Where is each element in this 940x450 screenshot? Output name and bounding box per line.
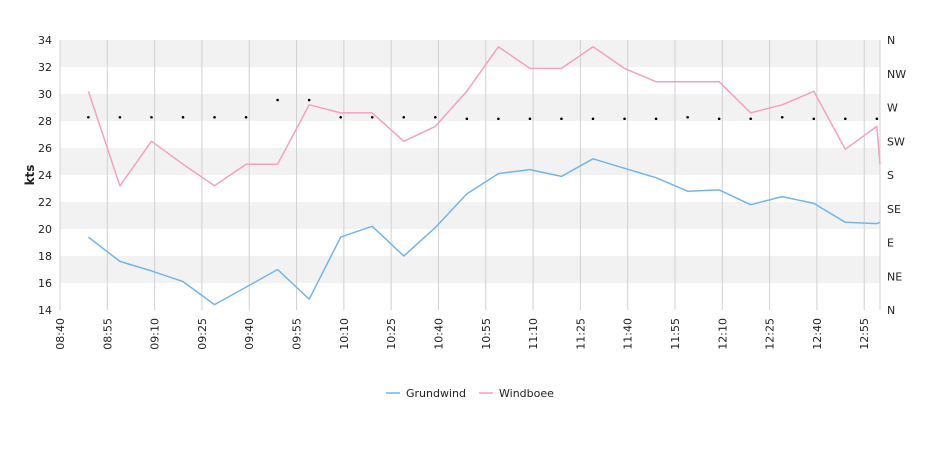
- direction-tick-label: SW: [887, 135, 905, 148]
- x-tick-label: 11:25: [574, 318, 587, 350]
- y-tick-label: 28: [38, 115, 52, 128]
- direction-marker: [623, 117, 626, 121]
- direction-tick-label: S: [887, 169, 894, 182]
- direction-tick-label: N: [887, 34, 895, 47]
- grid-band: [60, 40, 880, 67]
- grid-band: [60, 121, 880, 148]
- direction-marker: [465, 117, 469, 121]
- direction-marker: [150, 115, 153, 119]
- x-tick-label: 08:40: [54, 318, 67, 350]
- direction-tick-label: W: [887, 102, 898, 115]
- grid-band: [60, 283, 880, 310]
- y-tick-label: 14: [38, 304, 52, 317]
- series-line-grundwind: [87, 158, 881, 306]
- direction-marker: [654, 117, 658, 121]
- direction-marker: [591, 117, 595, 121]
- x-tick-label: 12:55: [858, 318, 871, 350]
- y-tick-label: 32: [38, 61, 52, 74]
- direction-axis-ticks: N NW W SW S SE E NE N: [887, 34, 906, 317]
- direction-marker: [812, 117, 816, 121]
- x-tick-label: 11:55: [669, 318, 682, 350]
- grid-band: [60, 67, 880, 94]
- series-lines: [87, 46, 881, 306]
- x-tick-label: 12:10: [716, 318, 729, 350]
- grid-band: [60, 175, 880, 202]
- x-axis-ticks: 08:40 08:55 09:10 09:25 09:40 09:55 10:10 10:25…: [54, 318, 871, 350]
- direction-marker: [717, 117, 721, 121]
- direction-markers: [87, 98, 879, 121]
- vertical-gridlines: [59, 40, 881, 310]
- direction-marker: [402, 115, 406, 119]
- y-axis-label: kts: [23, 165, 37, 186]
- y-tick-label: 24: [38, 169, 52, 182]
- direction-marker: [844, 117, 847, 121]
- y-tick-label: 16: [38, 277, 52, 290]
- grid-band: [60, 256, 880, 283]
- x-tick-label: 09:40: [243, 318, 256, 350]
- x-tick-label: 11:10: [527, 318, 540, 350]
- direction-tick-label: NE: [887, 270, 902, 283]
- x-tick-label: 10:25: [385, 318, 398, 350]
- grid-bands: [60, 40, 880, 310]
- x-tick-label: 09:25: [196, 318, 209, 350]
- direction-marker: [875, 117, 879, 121]
- direction-marker: [434, 115, 437, 119]
- y-axis-ticks: 14 16 18 20 22 24 26 28 30 32 34: [38, 34, 52, 317]
- x-tick-label: 12:25: [764, 318, 777, 350]
- y-tick-label: 30: [38, 88, 52, 101]
- x-tick-label: 10:40: [432, 318, 445, 350]
- x-tick-label: 10:10: [338, 318, 351, 350]
- direction-marker: [560, 117, 563, 121]
- grid-band: [60, 229, 880, 256]
- direction-marker: [244, 115, 248, 119]
- direction-marker: [780, 115, 784, 119]
- direction-marker: [497, 117, 500, 121]
- grid-band: [60, 202, 880, 229]
- x-tick-label: 10:55: [480, 318, 493, 350]
- legend: Grundwind Windboee: [386, 387, 554, 400]
- direction-marker: [181, 115, 185, 119]
- direction-tick-label: SE: [887, 203, 901, 216]
- y-tick-label: 26: [38, 142, 52, 155]
- direction-marker: [213, 115, 216, 119]
- direction-marker: [87, 115, 90, 119]
- x-tick-label: 09:10: [149, 318, 162, 350]
- series-line-windboee: [87, 46, 881, 187]
- y-tick-label: 18: [38, 250, 52, 263]
- direction-marker: [370, 115, 374, 119]
- grid-band: [60, 94, 880, 121]
- direction-marker: [276, 98, 279, 102]
- y-tick-label: 20: [38, 223, 52, 236]
- direction-marker: [528, 117, 532, 121]
- legend-label: Windboee: [499, 387, 554, 400]
- x-tick-label: 12:40: [811, 318, 824, 350]
- grid-band: [60, 148, 880, 175]
- direction-marker: [686, 115, 689, 119]
- direction-marker: [339, 115, 342, 119]
- direction-tick-label: N: [887, 304, 895, 317]
- legend-label: Grundwind: [406, 387, 466, 400]
- direction-marker: [749, 117, 752, 121]
- y-tick-label: 22: [38, 196, 52, 209]
- direction-marker: [307, 98, 311, 102]
- direction-marker: [118, 115, 122, 119]
- x-tick-label: 08:55: [101, 318, 114, 350]
- direction-tick-label: E: [887, 237, 894, 250]
- x-tick-label: 09:55: [291, 318, 304, 350]
- x-tick-label: 11:40: [622, 318, 635, 350]
- y-tick-label: 34: [38, 34, 52, 47]
- direction-tick-label: NW: [887, 68, 906, 81]
